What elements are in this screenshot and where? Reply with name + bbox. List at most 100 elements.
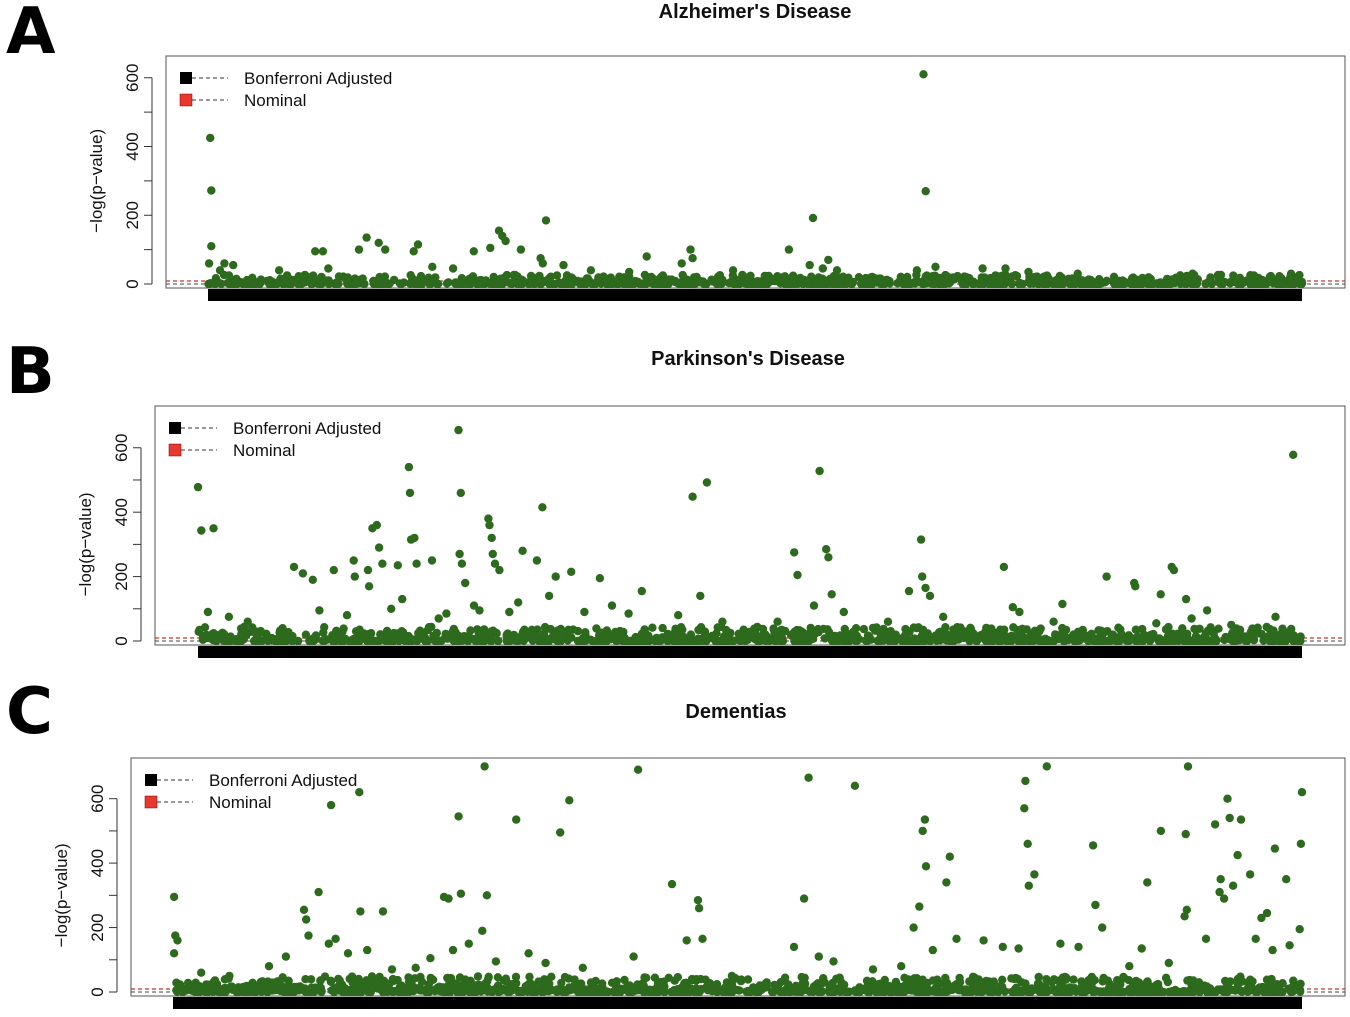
data-point xyxy=(1169,565,1179,575)
data-point xyxy=(1024,881,1034,890)
data-point xyxy=(939,612,948,621)
data-point xyxy=(594,275,603,284)
data-point xyxy=(1223,794,1232,803)
data-point xyxy=(1024,267,1033,277)
data-point xyxy=(806,623,815,633)
data-point xyxy=(970,633,979,642)
legend-label-nominal: Nominal xyxy=(209,793,271,812)
data-point xyxy=(1075,635,1085,645)
data-point xyxy=(674,611,683,620)
data-point xyxy=(273,634,282,644)
data-point xyxy=(923,987,932,997)
data-point xyxy=(663,636,672,646)
data-point xyxy=(707,277,716,286)
data-point xyxy=(240,987,249,996)
data-point xyxy=(512,277,521,287)
data-point xyxy=(931,262,940,271)
data-point xyxy=(609,987,618,996)
data-point xyxy=(676,987,686,997)
data-point xyxy=(191,978,200,987)
data-point xyxy=(1182,905,1192,914)
data-point xyxy=(903,272,912,282)
data-point xyxy=(386,636,396,646)
data-point xyxy=(1059,279,1068,288)
data-point xyxy=(650,985,659,994)
data-point xyxy=(320,972,330,981)
data-point xyxy=(424,623,434,632)
data-point xyxy=(493,973,503,982)
data-point xyxy=(829,957,838,966)
plot-frame xyxy=(130,757,1346,997)
data-point xyxy=(784,245,794,254)
data-point xyxy=(329,565,338,575)
data-point xyxy=(458,987,467,996)
data-point xyxy=(486,636,495,646)
data-point xyxy=(919,70,928,79)
data-point xyxy=(945,852,954,861)
data-point xyxy=(220,259,229,268)
data-point xyxy=(663,629,673,639)
data-point xyxy=(822,545,831,554)
data-point xyxy=(835,973,844,982)
data-point xyxy=(1207,279,1217,289)
data-point xyxy=(1134,978,1144,987)
data-point xyxy=(1029,279,1038,288)
data-point xyxy=(225,971,234,981)
data-point xyxy=(1245,986,1254,996)
data-point xyxy=(1091,987,1101,996)
data-point xyxy=(516,987,526,996)
data-point xyxy=(878,986,887,996)
data-point xyxy=(883,617,893,626)
data-point xyxy=(204,259,214,268)
data-point xyxy=(1228,881,1238,890)
data-point xyxy=(949,625,958,634)
data-point xyxy=(651,276,660,285)
data-point xyxy=(1156,826,1166,836)
data-point xyxy=(350,572,359,581)
data-point xyxy=(1073,269,1082,278)
data-point xyxy=(1150,633,1160,642)
data-point xyxy=(934,632,943,642)
data-point xyxy=(1098,278,1107,288)
data-point xyxy=(642,973,651,982)
data-point xyxy=(334,974,343,984)
data-point xyxy=(1131,625,1141,634)
y-axis-label: −log(p−value) xyxy=(87,129,106,233)
data-point xyxy=(237,629,246,639)
data-point xyxy=(1295,985,1305,995)
data-point xyxy=(688,254,697,263)
y-axis-label: −log(p−value) xyxy=(76,492,95,596)
data-point xyxy=(669,987,678,997)
data-point xyxy=(557,978,566,988)
data-point xyxy=(840,624,849,634)
data-point xyxy=(824,255,833,265)
data-point xyxy=(1215,887,1224,897)
data-point xyxy=(469,634,478,644)
data-point xyxy=(354,245,364,254)
data-point xyxy=(1058,623,1067,633)
data-point xyxy=(1078,279,1087,288)
data-point xyxy=(312,984,322,993)
data-point xyxy=(1245,870,1255,879)
data-point xyxy=(489,277,498,286)
data-point xyxy=(493,636,503,646)
data-point xyxy=(836,635,846,645)
data-point xyxy=(465,274,474,283)
data-point xyxy=(799,894,809,903)
data-point xyxy=(1078,987,1088,997)
data-point xyxy=(372,979,382,989)
data-point xyxy=(289,562,299,572)
data-point xyxy=(318,636,327,645)
data-point xyxy=(1039,987,1048,996)
data-point xyxy=(594,984,603,994)
data-point xyxy=(377,279,387,289)
data-point xyxy=(411,963,420,972)
data-point xyxy=(1257,913,1266,923)
data-point xyxy=(197,968,206,977)
data-point xyxy=(1033,636,1042,645)
data-point xyxy=(1278,624,1287,633)
data-point xyxy=(842,987,851,996)
data-point xyxy=(491,957,501,966)
data-point xyxy=(1161,973,1171,982)
data-point xyxy=(301,630,311,639)
